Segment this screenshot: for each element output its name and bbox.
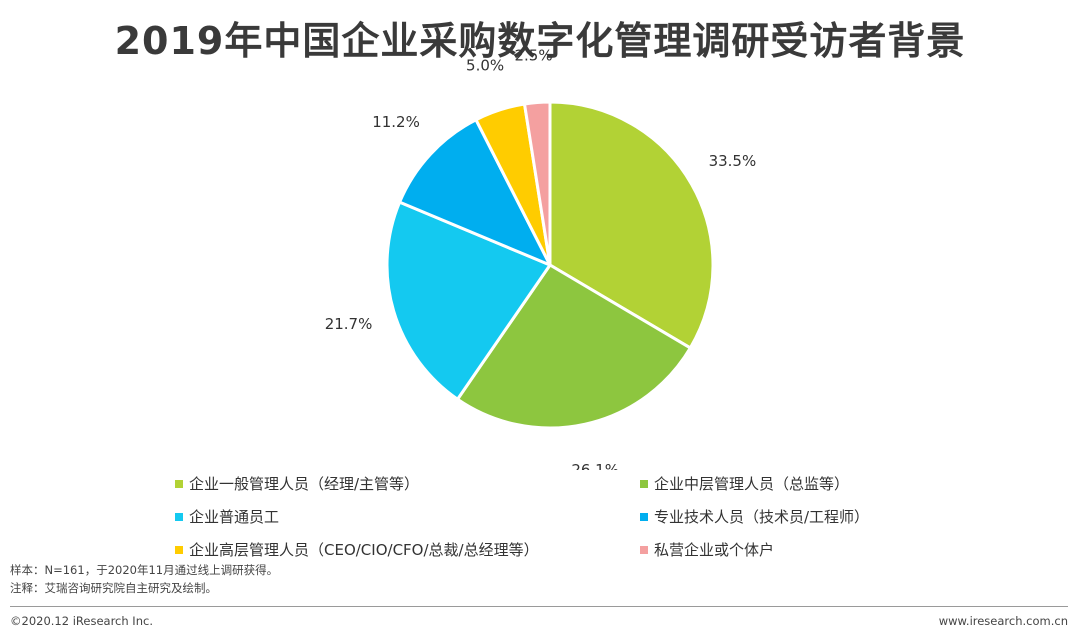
- slice-data-label: 33.5%: [709, 152, 757, 170]
- legend-swatch: [175, 545, 183, 554]
- footer-divider: [10, 606, 1068, 607]
- legend-swatch: [640, 512, 648, 521]
- chart-title: 2019年中国企业采购数字化管理调研受访者背景: [114, 19, 966, 63]
- slice-data-label: 21.7%: [325, 315, 373, 333]
- legend-item: 企业中层管理人员（总监等）: [640, 473, 935, 494]
- legend-item: 企业一般管理人员（经理/主管等）: [175, 473, 640, 494]
- legend-swatch: [175, 512, 183, 521]
- legend-swatch: [640, 545, 648, 554]
- legend-item: 私营企业或个体户: [640, 539, 935, 560]
- legend-label: 企业普通员工: [189, 508, 280, 526]
- pie-slice: [398, 118, 552, 267]
- legend-swatch: [640, 479, 648, 488]
- legend-item: 企业普通员工: [175, 506, 640, 527]
- legend-item: 企业高层管理人员（CEO/CIO/CFO/总裁/总经理等）: [175, 539, 640, 560]
- pie-slice: [456, 263, 692, 430]
- footer-website: www.iresearch.com.cn: [938, 614, 1068, 628]
- legend-label: 企业一般管理人员（经理/主管等）: [189, 475, 420, 493]
- source-note: 注释：艾瑞咨询研究院自主研究及绘制。: [10, 581, 217, 595]
- slice-data-label: 5.0%: [466, 56, 504, 74]
- pie-slice: [548, 100, 715, 350]
- chart-legend: 企业一般管理人员（经理/主管等） 企业中层管理人员（总监等） 企业普通员工 专业…: [175, 473, 935, 560]
- slice-data-label: 11.2%: [372, 113, 420, 131]
- footer-copyright: ©2020.12 iResearch Inc.: [10, 614, 153, 628]
- sample-note: 样本：N=161，于2020年11月通过线上调研获得。: [10, 563, 279, 577]
- pie-slice: [385, 200, 552, 401]
- legend-label: 专业技术人员（技术员/工程师）: [654, 508, 870, 526]
- legend-label: 企业中层管理人员（总监等）: [654, 475, 850, 493]
- legend-label: 私营企业或个体户: [654, 541, 775, 559]
- pie-chart: 33.5% 26.1% 21.7% 11.2% 5.0% 2.5%: [325, 47, 757, 470]
- slice-data-label: 26.1%: [571, 461, 619, 470]
- legend-label: 企业高层管理人员（CEO/CIO/CFO/总裁/总经理等）: [189, 541, 539, 559]
- legend-item: 专业技术人员（技术员/工程师）: [640, 506, 935, 527]
- pie-slice: [523, 100, 552, 267]
- legend-swatch: [175, 479, 183, 488]
- slice-data-label: 2.5%: [514, 47, 552, 65]
